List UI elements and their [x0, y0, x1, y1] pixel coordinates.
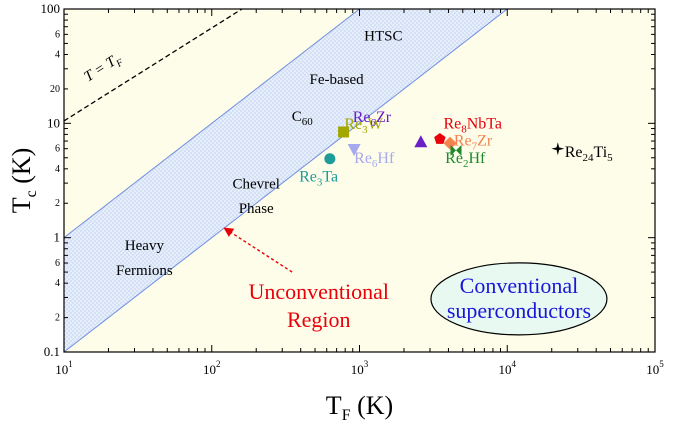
region-label: Chevrel [232, 176, 279, 192]
data-point-label: Re3Ta [299, 168, 338, 188]
unconventional-region-label: Unconventional [248, 279, 389, 304]
data-point [434, 132, 446, 144]
data-point-label: Re8NbTa [443, 116, 502, 136]
region-label: Fe-based [310, 72, 365, 88]
y-minor-tick-label: 2 [55, 198, 60, 209]
data-point [347, 144, 361, 157]
unconventional-region-label: Region [287, 307, 351, 332]
conventional-ellipse [430, 262, 608, 336]
data-point [551, 142, 565, 156]
data-point-label: Re6Zr [353, 109, 392, 129]
y-minor-tick-label: 4 [55, 164, 60, 175]
region-label: Phase [239, 201, 274, 217]
data-point [324, 153, 336, 165]
y-tick-label: 1 [54, 230, 61, 245]
y-minor-tick-label: 2 [55, 313, 60, 324]
y-minor-tick-label: 6 [55, 258, 60, 269]
y-minor-tick-label: 20 [50, 84, 60, 95]
data-point-label: Re24Ti5 [565, 144, 613, 164]
x-tick-label: 105 [646, 359, 664, 377]
band-upper-edge [64, 9, 360, 239]
data-point-label: Re3W [344, 116, 383, 136]
x-tick-label: 103 [351, 359, 369, 377]
y-minor-tick-label: 6 [55, 144, 60, 155]
y-minor-tick-label: 6 [55, 29, 60, 40]
unconventional-arrow [223, 227, 293, 273]
y-minor-tick-label: 4 [55, 278, 60, 289]
conventional-superconductors-label: superconductors [447, 298, 591, 323]
region-label: Heavy [125, 238, 165, 254]
data-point [443, 136, 457, 150]
y-tick-label: 100 [41, 1, 61, 16]
x-tick-label: 104 [499, 359, 517, 377]
y-axis-label: Tc (K) [7, 148, 40, 214]
x-tick-label: 101 [55, 359, 73, 377]
y-minor-tick-label: 4 [55, 49, 60, 60]
data-point [450, 144, 462, 156]
x-axis-label: TF (K) [326, 391, 393, 423]
region-label: HTSC [364, 29, 402, 45]
conventional-superconductors-label: Conventional [460, 273, 579, 298]
y-tick-label: 0.1 [44, 344, 60, 359]
region-label: C60 [292, 109, 314, 128]
band-lower-edge [64, 9, 508, 352]
data-point [338, 126, 350, 138]
fermi-line [64, 9, 243, 122]
x-tick-label: 102 [203, 359, 221, 377]
data-point-label: Re2Hf [445, 150, 486, 170]
data-point [414, 135, 428, 148]
data-point-label: Re7Zr [454, 132, 493, 152]
y-tick-label: 10 [47, 115, 60, 130]
data-point-label: Re6Hf [354, 150, 395, 170]
region-label: Fermions [116, 263, 173, 279]
